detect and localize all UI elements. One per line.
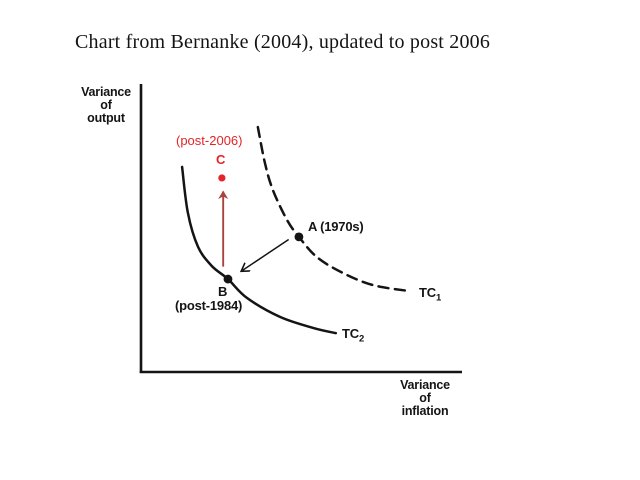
tc1-label-base: TC [419, 285, 436, 300]
point-b-caption: (post-1984) [175, 298, 243, 313]
tc2-label-base: TC [342, 326, 359, 341]
point-a-label: A (1970s) [308, 219, 364, 234]
tc1-label-subscript: 1 [435, 292, 442, 304]
x-axis-label: Variance of inflation [390, 379, 460, 417]
arrow-a-to-b [241, 238, 290, 271]
tc1-curve-label: TC1 [419, 285, 441, 303]
y-axis-label: Variance of output [71, 86, 141, 124]
point-c-caption: (post-2006) [176, 133, 243, 148]
tc2-curve-label: TC2 [342, 326, 364, 344]
x-axis-label-line2: of [419, 390, 431, 405]
point-a-dot [294, 232, 304, 242]
slide-title: Chart from Bernanke (2004), updated to p… [75, 31, 491, 53]
point-b-dot [223, 274, 233, 284]
tc2-label-subscript: 2 [358, 333, 365, 345]
y-axis-label-line2: of [100, 97, 112, 112]
y-axis-label-line1: Variance [81, 85, 131, 99]
point-c-dot [218, 174, 226, 182]
y-axis-label-line3: output [87, 110, 125, 125]
point-b-label: B [218, 284, 228, 299]
x-axis-label-line3: inflation [401, 403, 449, 418]
point-c-label: C [216, 152, 226, 167]
tc1-curve [256, 125, 410, 293]
x-axis-label-line1: Variance [400, 378, 450, 392]
